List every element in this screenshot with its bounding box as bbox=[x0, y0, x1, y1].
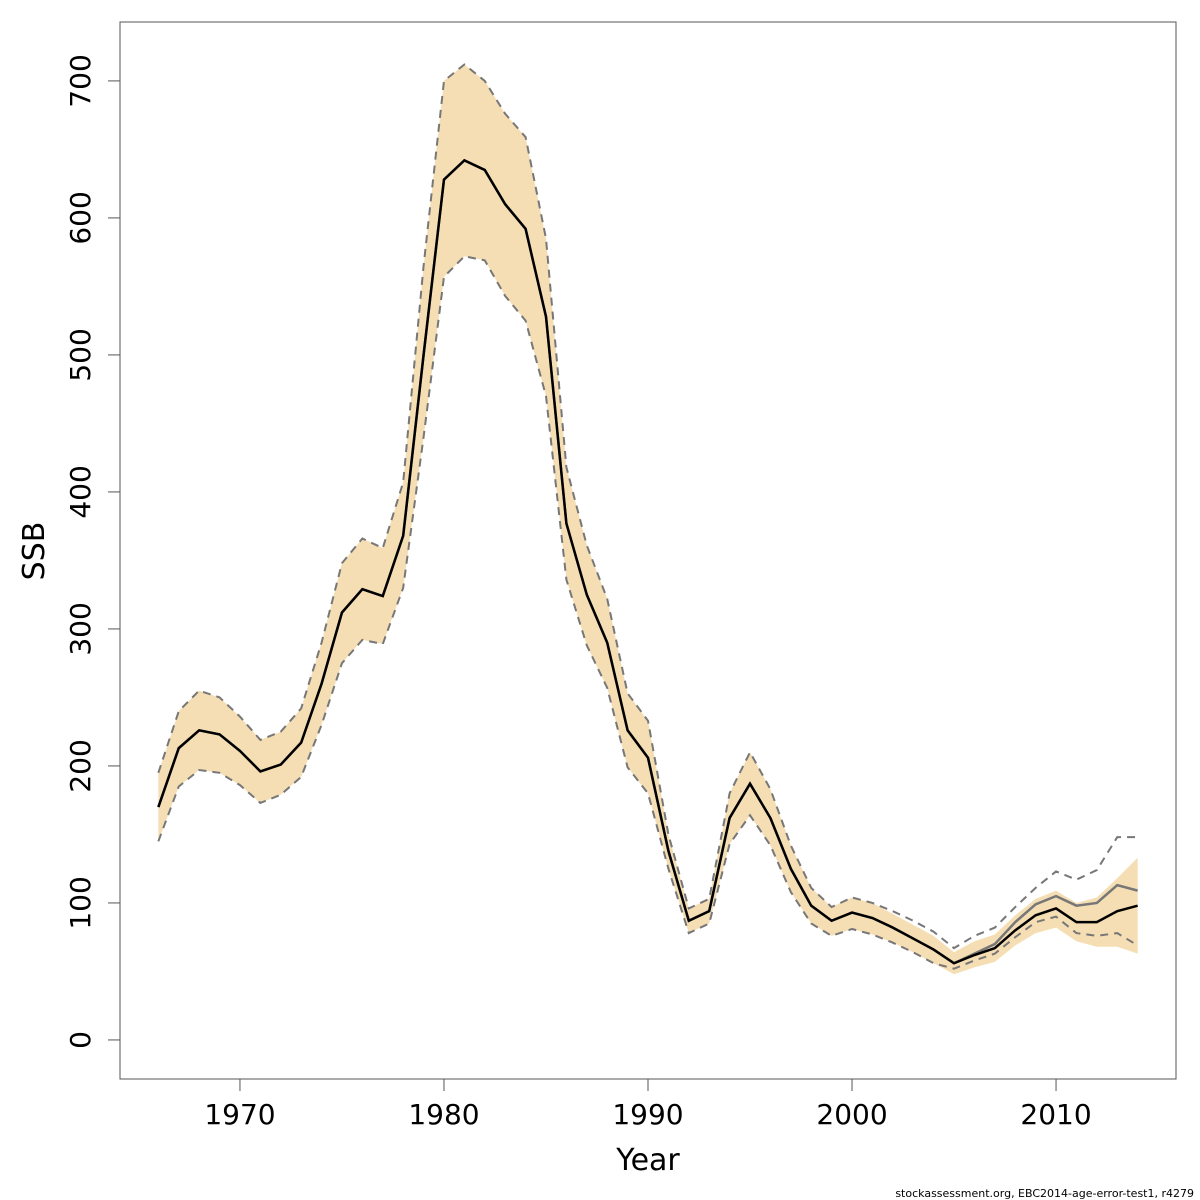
confidence-band bbox=[158, 64, 1138, 975]
x-tick-label: 1970 bbox=[204, 1098, 275, 1131]
x-tick-label: 2000 bbox=[816, 1098, 887, 1131]
y-tick-label: 100 bbox=[64, 876, 97, 929]
y-tick-label: 500 bbox=[64, 328, 97, 381]
x-tick-label: 1980 bbox=[408, 1098, 479, 1131]
x-axis-title: Year bbox=[615, 1143, 680, 1178]
y-tick-label: 0 bbox=[64, 1031, 97, 1049]
y-tick-label: 700 bbox=[64, 54, 97, 107]
x-tick-label: 1990 bbox=[612, 1098, 683, 1131]
ssb-line bbox=[157, 158, 1138, 965]
y-tick-label: 400 bbox=[64, 465, 97, 518]
interval-line bbox=[157, 255, 1139, 970]
y-tick-label: 300 bbox=[64, 602, 97, 655]
interval-line bbox=[157, 63, 1138, 950]
ssb-line bbox=[157, 158, 1138, 965]
y-tick-label: 200 bbox=[64, 739, 97, 792]
x-tick-label: 2010 bbox=[1020, 1098, 1091, 1131]
footer: stockassessment.org, EBC2014-age-error-t… bbox=[895, 1187, 1194, 1200]
y-tick-label: 600 bbox=[64, 191, 97, 244]
y-axis-title: SSB bbox=[17, 522, 52, 581]
